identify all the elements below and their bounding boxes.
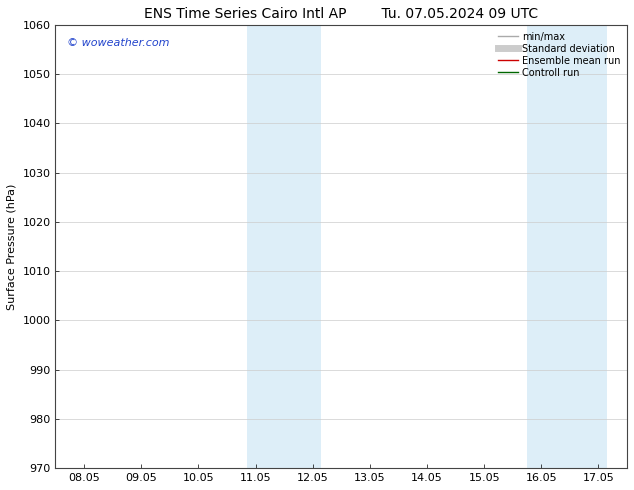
Bar	[247, 25, 321, 468]
Legend: min/max, Standard deviation, Ensemble mean run, Controll run: min/max, Standard deviation, Ensemble me…	[496, 30, 622, 79]
Title: ENS Time Series Cairo Intl AP        Tu. 07.05.2024 09 UTC: ENS Time Series Cairo Intl AP Tu. 07.05.…	[144, 7, 538, 21]
Text: © woweather.com: © woweather.com	[67, 38, 169, 48]
Y-axis label: Surface Pressure (hPa): Surface Pressure (hPa)	[7, 183, 17, 310]
Bar	[527, 25, 607, 468]
